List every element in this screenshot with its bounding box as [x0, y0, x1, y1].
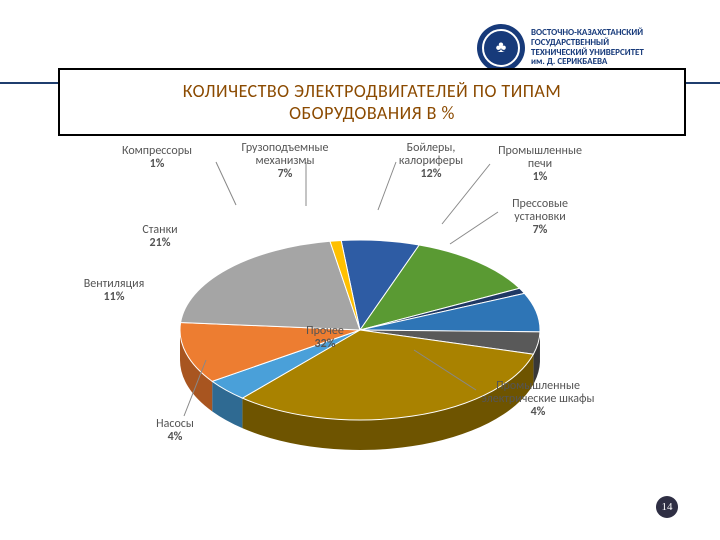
page-number-badge: 14	[656, 496, 678, 518]
logo-line-4: им. Д. СЕРИКБАЕВА	[531, 57, 644, 67]
slice-label: Компрессоры1%	[112, 145, 202, 171]
slice-label: Прессовые установки7%	[500, 198, 580, 238]
slice-label: Грузоподъемные механизмы7%	[230, 142, 340, 182]
slice-label: Бойлеры, калориферы12%	[386, 142, 476, 182]
logo-text: ВОСТОЧНО-КАЗАХСТАНСКИЙ ГОСУДАРСТВЕННЫЙ Т…	[531, 28, 644, 68]
page-number: 14	[662, 501, 673, 513]
slice-label: Насосы4%	[140, 418, 210, 444]
slice-label: Промышленные печи1%	[490, 145, 590, 185]
slice-label: Прочее32%	[285, 325, 365, 351]
university-logo: ♣ ВОСТОЧНО-КАЗАХСТАНСКИЙ ГОСУДАРСТВЕННЫЙ…	[477, 20, 702, 75]
slice-label: Вентиляция11%	[74, 278, 154, 304]
title-line-1: КОЛИЧЕСТВО ЭЛЕКТРОДВИГАТЕЛЕЙ ПО ТИПАМ	[72, 80, 672, 102]
slide-title: КОЛИЧЕСТВО ЭЛЕКТРОДВИГАТЕЛЕЙ ПО ТИПАМ ОБ…	[58, 68, 686, 136]
slice-label: Станки21%	[130, 224, 190, 250]
title-line-2: ОБОРУДОВАНИЯ В %	[72, 102, 672, 124]
slice-label: Промышленные электрические шкафы4%	[478, 380, 598, 420]
pie-chart: Грузоподъемные механизмы7%Бойлеры, калор…	[80, 150, 640, 510]
logo-emblem: ♣	[477, 24, 525, 72]
logo-tree-icon: ♣	[496, 38, 507, 57]
